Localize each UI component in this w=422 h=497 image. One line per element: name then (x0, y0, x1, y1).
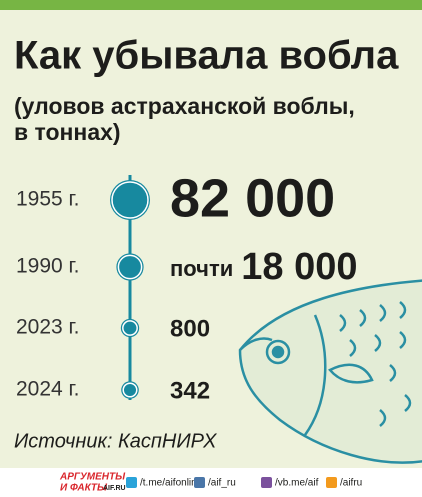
social-link[interactable]: /t.me/aifonline (140, 478, 203, 489)
link-icon (194, 477, 205, 488)
logo: АРГУМЕНТЫ (59, 472, 126, 483)
bubble (116, 253, 144, 281)
social-link[interactable]: /aif_ru (208, 478, 236, 489)
value-label: 82 000 (170, 168, 335, 228)
subtitle: в тоннах) (14, 119, 121, 145)
social-link[interactable]: /aifru (340, 478, 362, 489)
social-link[interactable]: /vb.me/aif (275, 478, 319, 489)
value-label: 18 000 (241, 246, 357, 288)
bubble (110, 180, 150, 220)
value-prefix: почти (170, 256, 233, 281)
year-label: 2023 г. (16, 316, 79, 339)
year-label: 2024 г. (16, 378, 79, 401)
subtitle: (уловов астраханской воблы, (14, 93, 355, 119)
year-label: 1990 г. (16, 255, 79, 278)
logo: И ФАКТЫ (60, 483, 108, 494)
fish-illustration (238, 279, 422, 464)
bubble-ring (111, 181, 149, 219)
value-label: 800 (170, 315, 210, 342)
logo-site: AIF.RU (103, 485, 126, 492)
bubble (120, 318, 140, 338)
bubble-ring (122, 382, 138, 398)
link-icon (326, 477, 337, 488)
value-label: 342 (170, 377, 210, 404)
link-icon (261, 477, 272, 488)
top-bar (0, 0, 422, 10)
year-label: 1955 г. (16, 188, 79, 211)
footer-bar (0, 468, 422, 497)
bubble-ring (122, 320, 138, 336)
source: Источник: КаспНИРХ (14, 430, 217, 452)
title: Как убывала вобла (14, 34, 399, 78)
bubble-ring (117, 254, 143, 280)
link-icon (126, 477, 137, 488)
